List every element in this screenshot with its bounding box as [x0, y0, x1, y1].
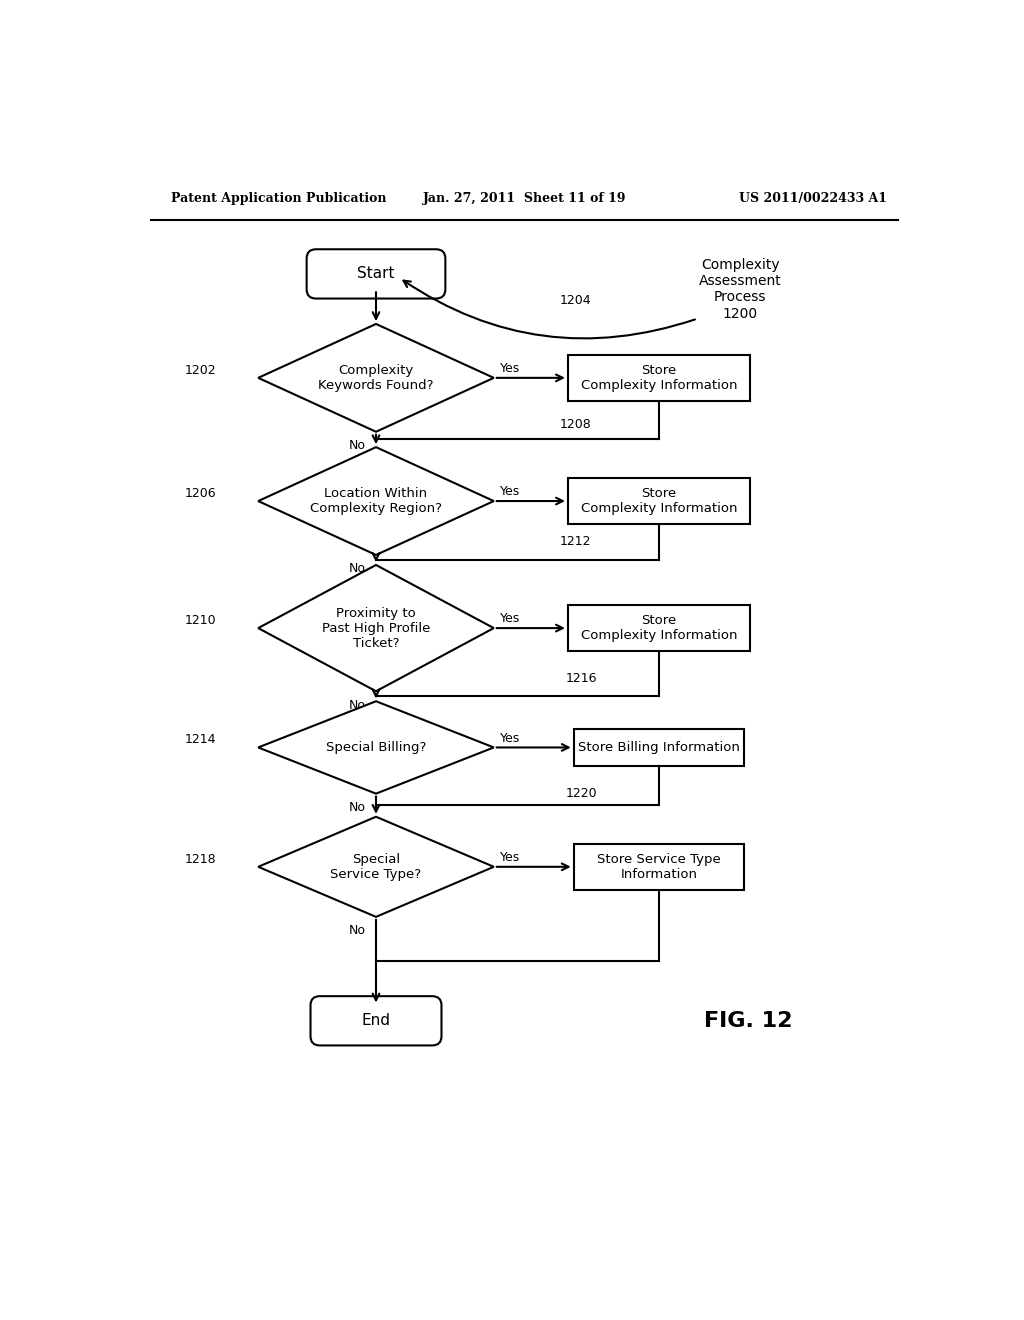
Text: No: No [349, 698, 366, 711]
FancyBboxPatch shape [568, 605, 750, 651]
Text: Store Service Type
Information: Store Service Type Information [597, 853, 721, 880]
Text: Proximity to
Past High Profile
Ticket?: Proximity to Past High Profile Ticket? [322, 607, 430, 649]
FancyBboxPatch shape [310, 997, 441, 1045]
Text: Store Billing Information: Store Billing Information [578, 741, 739, 754]
Text: Yes: Yes [500, 851, 520, 865]
FancyBboxPatch shape [306, 249, 445, 298]
Polygon shape [258, 323, 494, 432]
Text: Complexity
Keywords Found?: Complexity Keywords Found? [318, 364, 434, 392]
Text: Yes: Yes [500, 731, 520, 744]
Text: Special
Service Type?: Special Service Type? [331, 853, 422, 880]
Text: Jan. 27, 2011  Sheet 11 of 19: Jan. 27, 2011 Sheet 11 of 19 [423, 191, 627, 205]
Text: End: End [361, 1014, 390, 1028]
FancyBboxPatch shape [573, 729, 744, 766]
Text: Store
Complexity Information: Store Complexity Information [581, 487, 737, 515]
Text: Patent Application Publication: Patent Application Publication [171, 191, 386, 205]
Text: 1210: 1210 [184, 614, 216, 627]
Text: 1220: 1220 [566, 787, 597, 800]
Text: FIG. 12: FIG. 12 [703, 1011, 793, 1031]
Text: No: No [349, 562, 366, 576]
FancyBboxPatch shape [568, 355, 750, 401]
Text: 1208: 1208 [560, 417, 592, 430]
Polygon shape [258, 701, 494, 793]
Text: 1202: 1202 [184, 363, 216, 376]
FancyBboxPatch shape [568, 478, 750, 524]
Polygon shape [258, 817, 494, 917]
FancyBboxPatch shape [573, 843, 744, 890]
Text: Store
Complexity Information: Store Complexity Information [581, 364, 737, 392]
Text: Yes: Yes [500, 486, 520, 499]
Text: 1212: 1212 [560, 536, 592, 548]
Polygon shape [258, 447, 494, 554]
Text: 1216: 1216 [566, 672, 597, 685]
Polygon shape [258, 565, 494, 692]
Text: 1206: 1206 [184, 487, 216, 500]
Text: No: No [349, 440, 366, 453]
Text: Location Within
Complexity Region?: Location Within Complexity Region? [310, 487, 442, 515]
Text: No: No [349, 801, 366, 814]
Text: Store
Complexity Information: Store Complexity Information [581, 614, 737, 642]
Text: Complexity
Assessment
Process
1200: Complexity Assessment Process 1200 [698, 257, 781, 321]
Text: US 2011/0022433 A1: US 2011/0022433 A1 [738, 191, 887, 205]
Text: 1204: 1204 [560, 294, 592, 308]
Text: Yes: Yes [500, 362, 520, 375]
Text: 1214: 1214 [184, 733, 216, 746]
Text: 1218: 1218 [184, 853, 216, 866]
Text: Special Billing?: Special Billing? [326, 741, 426, 754]
Text: Yes: Yes [500, 612, 520, 626]
Text: No: No [349, 924, 366, 937]
Text: Start: Start [357, 267, 394, 281]
